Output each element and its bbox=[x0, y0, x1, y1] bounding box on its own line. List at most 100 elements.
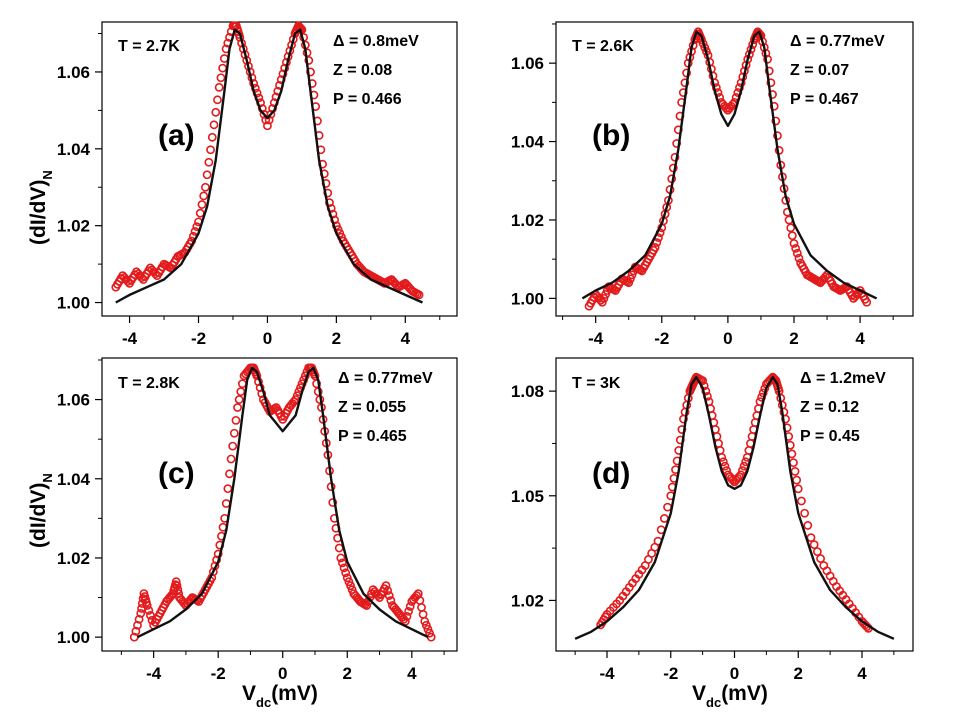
data-point bbox=[341, 568, 351, 578]
data-point bbox=[816, 554, 825, 563]
data-point bbox=[263, 121, 272, 131]
fit-parameter-annotation: Z = 0.08 bbox=[333, 62, 392, 79]
y-tick-label: 1.00 bbox=[511, 289, 544, 308]
data-point bbox=[266, 109, 276, 119]
data-point bbox=[423, 624, 433, 634]
data-point bbox=[250, 83, 260, 93]
y-axis-title-bottom: (dI/dV)N bbox=[27, 473, 55, 548]
y-tick-label: 1.02 bbox=[57, 217, 90, 236]
data-point bbox=[800, 508, 810, 518]
temperature-annotation: T = 2.8K bbox=[118, 375, 180, 392]
x-tick-label: 2 bbox=[789, 329, 798, 348]
fit-parameter-annotation: Z = 0.07 bbox=[790, 62, 849, 79]
x-tick-label: 4 bbox=[407, 664, 417, 683]
data-point bbox=[218, 63, 228, 73]
data-point bbox=[221, 499, 231, 508]
data-point bbox=[133, 620, 142, 630]
data-point bbox=[421, 620, 431, 630]
data-point bbox=[199, 191, 209, 201]
data-point bbox=[234, 395, 244, 404]
data-point bbox=[670, 152, 680, 162]
data-point bbox=[207, 132, 217, 142]
data-point bbox=[763, 54, 772, 64]
x-tick-label: -2 bbox=[654, 329, 669, 348]
fit-curve bbox=[574, 376, 895, 640]
data-point bbox=[787, 231, 797, 241]
fit-parameter-annotation: Δ = 0.8meV bbox=[333, 33, 419, 50]
data-point bbox=[402, 611, 412, 621]
panel-label: (c) bbox=[158, 457, 195, 490]
data-point bbox=[794, 253, 804, 263]
data-point bbox=[136, 608, 146, 618]
fit-curve bbox=[136, 366, 429, 639]
plot-frame bbox=[101, 21, 458, 317]
data-point bbox=[195, 208, 205, 218]
data-point bbox=[202, 170, 212, 180]
data-point bbox=[236, 387, 246, 397]
data-point bbox=[417, 603, 426, 612]
data-point bbox=[792, 475, 802, 485]
panel-b: -4 -2 0 2 4 1.00 1.02 1.04 1.06 (b) T = 2.6K Δ = 0.… bbox=[511, 21, 914, 348]
data-point bbox=[334, 543, 344, 553]
x-tick-label: -4 bbox=[146, 664, 162, 683]
data-point bbox=[791, 243, 801, 253]
data-point bbox=[425, 628, 434, 638]
data-point bbox=[216, 73, 226, 83]
fit-parameter-annotation: Δ = 0.77meV bbox=[338, 370, 433, 387]
data-point bbox=[405, 602, 415, 611]
data-point bbox=[764, 66, 774, 76]
data-point bbox=[404, 607, 413, 616]
fit-curve bbox=[115, 28, 423, 304]
data-point bbox=[384, 591, 394, 600]
data-point bbox=[209, 120, 219, 130]
fit-parameter-annotation: P = 0.466 bbox=[333, 91, 402, 108]
y-tick-label: 1.04 bbox=[57, 140, 91, 159]
data-point bbox=[211, 107, 221, 117]
data-point bbox=[344, 577, 354, 587]
data-point bbox=[146, 610, 155, 620]
data-point bbox=[414, 290, 424, 300]
data-point bbox=[312, 379, 322, 389]
data-point bbox=[134, 614, 144, 624]
temperature-annotation: T = 2.7K bbox=[118, 38, 180, 55]
data-point bbox=[773, 131, 782, 141]
panel-label: (b) bbox=[592, 119, 630, 152]
data-point bbox=[797, 496, 806, 506]
data-point bbox=[213, 95, 222, 105]
data-point bbox=[789, 239, 799, 248]
data-point bbox=[306, 67, 315, 77]
data-point bbox=[806, 533, 816, 543]
y-tick-label: 1.06 bbox=[511, 54, 544, 73]
data-point bbox=[386, 596, 396, 605]
y-tick-label: 1.00 bbox=[57, 294, 90, 313]
data-point bbox=[781, 414, 790, 424]
y-tick-label: 1.04 bbox=[511, 133, 545, 152]
data-point bbox=[304, 56, 314, 65]
data-point bbox=[420, 616, 430, 626]
data-point bbox=[768, 90, 777, 99]
data-point bbox=[339, 563, 349, 573]
data-point bbox=[233, 403, 242, 412]
data-point bbox=[738, 466, 747, 475]
y-tick-label: 1.02 bbox=[511, 211, 544, 230]
y-tick-label: 1.04 bbox=[57, 470, 91, 489]
x-tick-label: 2 bbox=[343, 664, 352, 683]
data-point bbox=[131, 626, 141, 636]
data-point bbox=[228, 441, 238, 451]
x-tick-label: 0 bbox=[263, 329, 272, 348]
fit-parameter-annotation: P = 0.45 bbox=[800, 428, 860, 445]
x-axis-title-right: Vdc(mV) bbox=[692, 682, 768, 710]
fit-parameter-annotation: Δ = 1.2meV bbox=[800, 370, 886, 387]
data-point bbox=[809, 540, 819, 550]
data-point bbox=[206, 145, 215, 155]
plot-frame bbox=[555, 21, 914, 317]
data-point bbox=[789, 458, 798, 468]
data-point bbox=[721, 103, 731, 113]
x-tick-label: -4 bbox=[588, 329, 604, 348]
y-tick-label: 1.00 bbox=[57, 628, 90, 647]
x-tick-label: 0 bbox=[278, 664, 287, 683]
data-point bbox=[208, 567, 218, 577]
x-tick-label: -4 bbox=[122, 329, 138, 348]
data-point bbox=[144, 606, 154, 615]
